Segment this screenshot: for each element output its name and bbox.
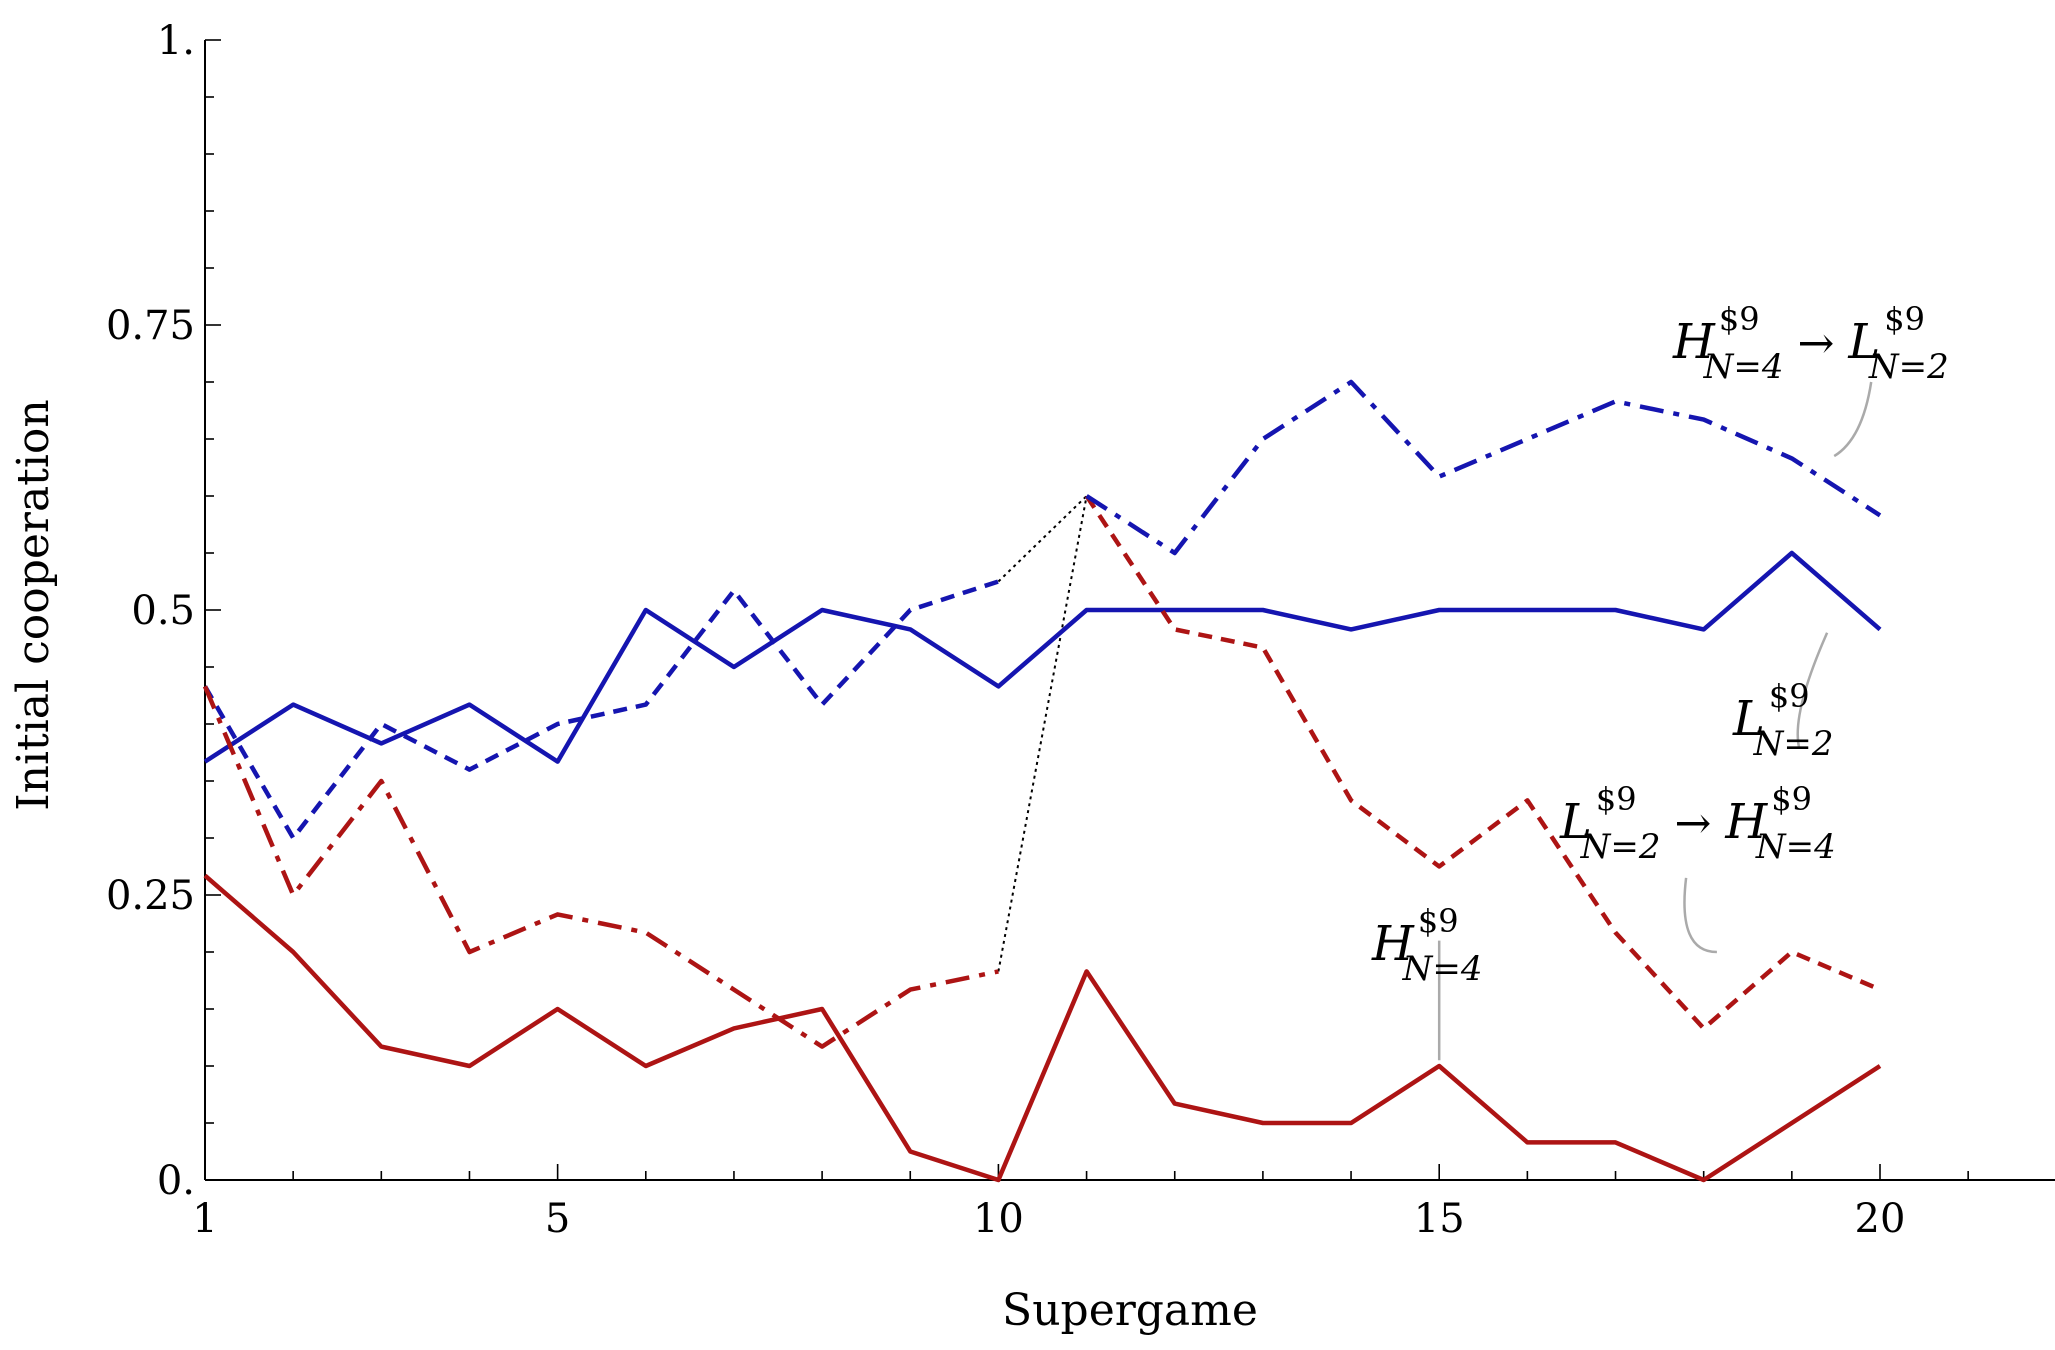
- x-tick-label: 10: [973, 1196, 1024, 1242]
- y-tick-label: 0.75: [106, 303, 195, 349]
- series-line-L_to_H_phase2: [1084, 494, 1881, 1031]
- plot-lines: [202, 379, 1882, 1183]
- annotation-H-to-L: H $9 N=4 → L $9 N=2: [1672, 300, 1949, 387]
- y-tick-label: 1.: [157, 18, 195, 64]
- series-line-H_to_L_phase2: [1085, 379, 1882, 556]
- series-line-H_solid: [203, 873, 1882, 1183]
- axes: 0.0.250.50.751.1 5 10 15 20: [106, 18, 2055, 1242]
- annotation-leaders: [1437, 381, 1873, 1061]
- x-axis-title: Supergame: [1002, 1285, 1258, 1336]
- phase-connector-line: [997, 495, 1088, 972]
- y-tick-label: 0.: [157, 1158, 195, 1204]
- series-line-L_solid: [203, 550, 1882, 764]
- annotation-L-N2: L $9 N=2: [1732, 677, 1833, 764]
- leader-line: [1683, 877, 1717, 954]
- x-tick-label: 20: [1855, 1196, 1906, 1242]
- annotation-H-N4: H $9 N=4: [1371, 902, 1482, 989]
- annotation-L-to-H: L $9 N=2 → H $9 N=4: [1559, 780, 1836, 867]
- x-tick-label: 5: [545, 1196, 570, 1242]
- y-axis-title: Initial cooperation: [8, 399, 59, 811]
- x-tick-label: 15: [1414, 1196, 1465, 1242]
- x-tick-label: 1: [192, 1196, 217, 1242]
- phase-connector-line: [997, 495, 1088, 583]
- series-line-L_to_H_phase1: [203, 579, 1000, 841]
- y-tick-label: 0.25: [106, 873, 195, 919]
- y-tick-label: 0.5: [131, 588, 195, 634]
- leader-line: [1796, 632, 1829, 748]
- series-line-H_to_L_phase1: [202, 685, 999, 1049]
- leader-line: [1833, 381, 1873, 458]
